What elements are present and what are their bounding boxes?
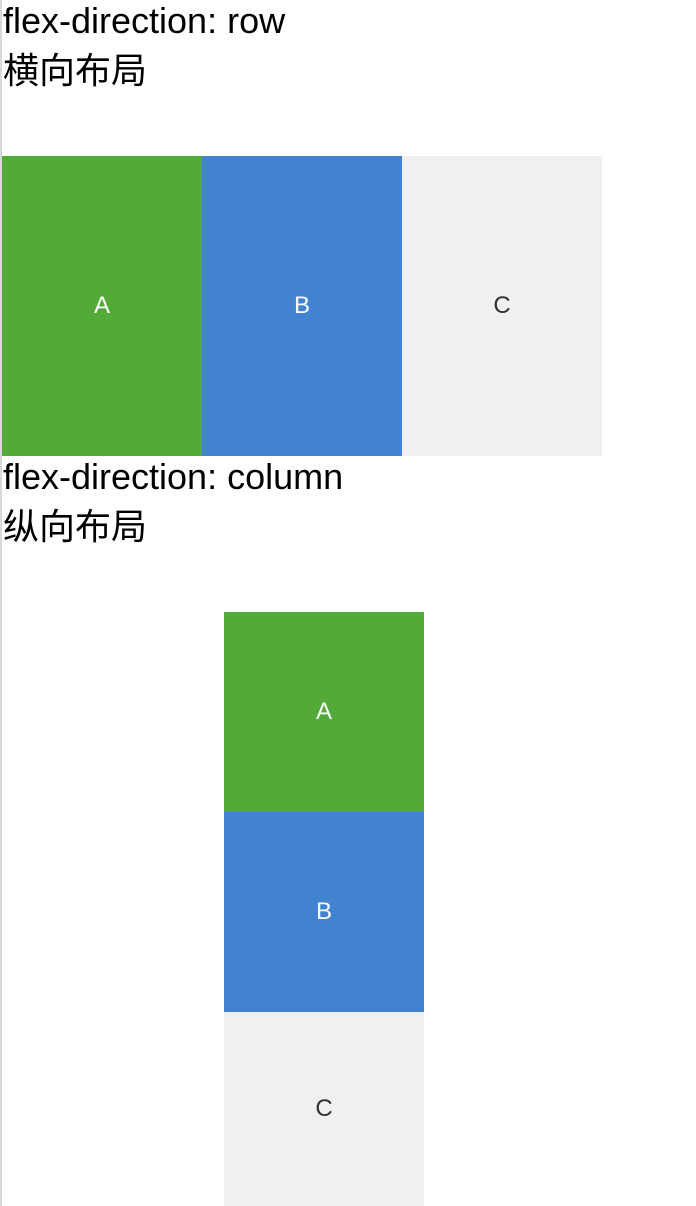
row-section-subtitle: 横向布局 [3,50,148,91]
column-section-title: flex-direction: column [3,456,344,497]
row-box-c: C [402,156,602,456]
column-box-b: B [224,812,424,1012]
column-section-subtitle: 纵向布局 [3,506,148,547]
column-box-a: A [224,612,424,812]
row-section-title: flex-direction: row [3,0,286,41]
row-box-a: A [2,156,202,456]
row-box-b: B [202,156,402,456]
column-box-c: C [224,1012,424,1206]
left-border [0,0,2,1206]
